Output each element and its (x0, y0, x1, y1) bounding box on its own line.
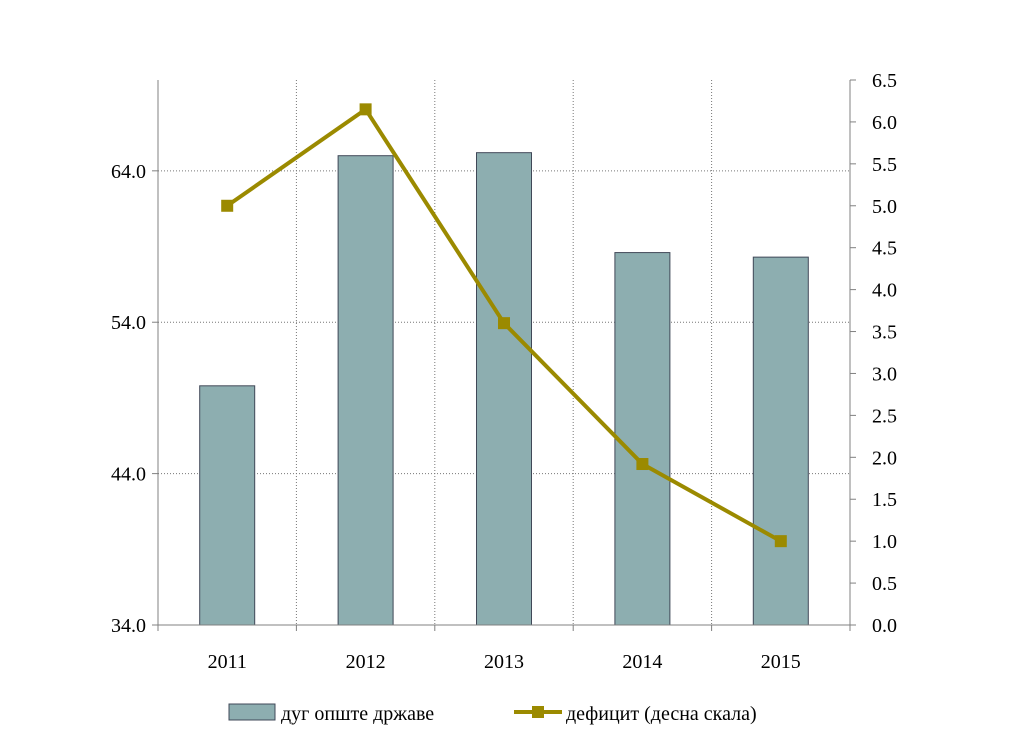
y-right-tick-label: 0.5 (872, 573, 897, 595)
legend-label-deficit: дефицит (десна скала) (566, 703, 757, 725)
y-right-tick-label: 5.5 (872, 154, 897, 176)
y-right-tick-label: 6.0 (872, 112, 897, 134)
y-right-tick-label: 3.0 (872, 363, 897, 385)
y-right-tick-label: 1.5 (872, 489, 897, 511)
x-tick-label: 2014 (622, 651, 662, 673)
y-right-tick-label: 6.5 (872, 70, 897, 92)
bar-2011 (199, 385, 256, 626)
axes (152, 79, 856, 631)
tick-labels: 34.0 44.0 54.0 64.0 0.0 0.5 1.0 1.5 2.0 2.5 3.0 3.5… (111, 70, 897, 673)
legend-label-debt: дуг опште државе (281, 703, 434, 725)
x-tick-label: 2012 (346, 651, 386, 673)
y-left-tick-label: 44.0 (111, 464, 146, 486)
x-tick-label: 2015 (761, 651, 801, 673)
legend: дуг опште државе дефицит (десна скала) (228, 703, 757, 725)
bar-2013 (476, 152, 532, 626)
bar-2015 (752, 256, 809, 626)
y-right-tick-label: 3.5 (872, 322, 897, 344)
y-right-tick-label: 4.5 (872, 238, 897, 260)
y-left-tick-label: 34.0 (111, 615, 146, 637)
deficit-point-2011 (221, 199, 234, 212)
y-right-tick-label: 2.0 (872, 447, 897, 469)
deficit-point-2013 (498, 317, 510, 330)
x-tick-label: 2011 (208, 651, 247, 673)
y-left-tick-label: 54.0 (111, 312, 146, 334)
deficit-point-2012 (359, 103, 372, 116)
y-right-tick-label: 0.0 (872, 615, 897, 637)
line-series (221, 103, 787, 548)
legend-swatch-debt (228, 703, 276, 721)
y-right-tick-label: 5.0 (872, 196, 897, 218)
y-right-tick-label: 1.0 (872, 531, 897, 553)
bar-2012 (337, 155, 394, 626)
deficit-point-2015 (774, 535, 787, 548)
legend-marker-deficit (532, 706, 544, 718)
bar-2014 (614, 252, 671, 626)
deficit-point-2014 (636, 458, 649, 471)
x-tick-label: 2013 (484, 651, 524, 673)
y-right-tick-label: 2.5 (872, 405, 897, 427)
y-right-tick-label: 4.0 (872, 280, 897, 302)
bar-series (199, 152, 809, 626)
y-left-tick-label: 64.0 (111, 161, 146, 183)
